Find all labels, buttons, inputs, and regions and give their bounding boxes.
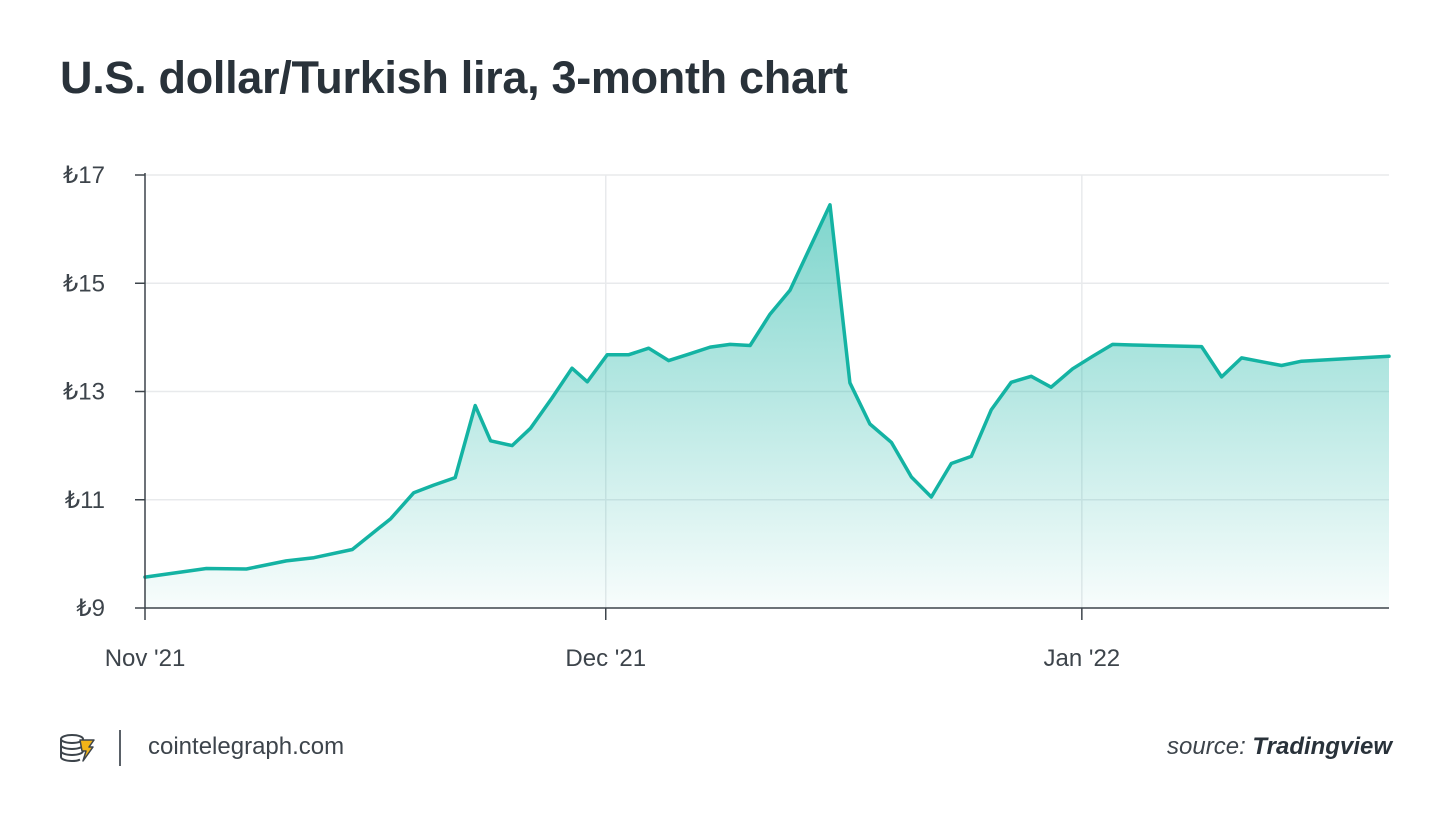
y-axis-ticks: ₺9 ₺11 ₺13 ₺15 ₺17 (63, 162, 105, 622)
axes (135, 173, 1389, 620)
source-prefix: source: (1167, 733, 1246, 760)
footer-site-link[interactable]: cointelegraph.com (148, 733, 345, 760)
y-tick-label: ₺15 (63, 270, 105, 297)
y-tick-label: ₺9 (76, 595, 105, 622)
y-tick-label: ₺11 (65, 487, 105, 514)
y-tick-label: ₺13 (63, 379, 105, 406)
x-axis-ticks: Nov '21 Dec '21 Jan '22 (105, 645, 1120, 672)
footer-source: source: Tradingview (1167, 733, 1392, 761)
y-tick-label: ₺17 (63, 162, 105, 189)
footer-divider (119, 730, 121, 766)
chart-title: U.S. dollar/Turkish lira, 3-month chart (60, 52, 848, 103)
series-line-usd-try (143, 203, 1391, 579)
cointelegraph-logo-icon (60, 734, 95, 763)
x-tick-label: Dec '21 (565, 645, 646, 672)
series-area-fill (145, 204, 1389, 609)
x-tick-label: Jan '22 (1044, 645, 1121, 672)
x-tick-label: Nov '21 (105, 645, 186, 672)
source-name: Tradingview (1252, 733, 1392, 760)
